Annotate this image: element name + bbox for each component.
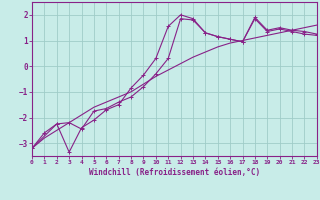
X-axis label: Windchill (Refroidissement éolien,°C): Windchill (Refroidissement éolien,°C)	[89, 168, 260, 177]
